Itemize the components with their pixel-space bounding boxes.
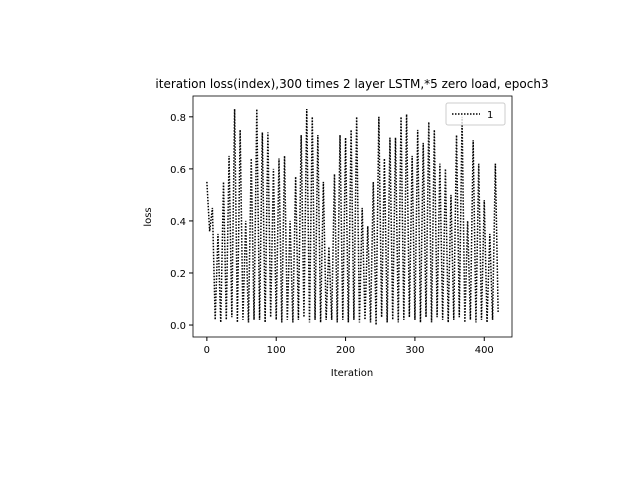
- y-tick-label: 0.2: [170, 269, 186, 280]
- legend-box: [445, 102, 506, 126]
- y-tick-label: 0.4: [170, 217, 186, 228]
- y-tick-label: 0.0: [170, 321, 186, 332]
- y-axis-label: loss: [143, 207, 154, 226]
- x-tick-label: 300: [405, 345, 424, 356]
- x-tick-label: 0: [204, 345, 210, 356]
- plot-frame: [192, 95, 513, 338]
- chart-title: iteration loss(index),300 times 2 layer …: [155, 77, 548, 91]
- x-tick-label: 200: [336, 345, 355, 356]
- x-axis-label: Iteration: [331, 368, 373, 379]
- x-tick-label: 100: [267, 345, 286, 356]
- legend-label: 1: [487, 110, 493, 121]
- y-tick-label: 0.6: [170, 165, 186, 176]
- x-tick-label: 400: [475, 345, 494, 356]
- line: [206, 109, 499, 326]
- y-tick-label: 0.8: [170, 113, 186, 124]
